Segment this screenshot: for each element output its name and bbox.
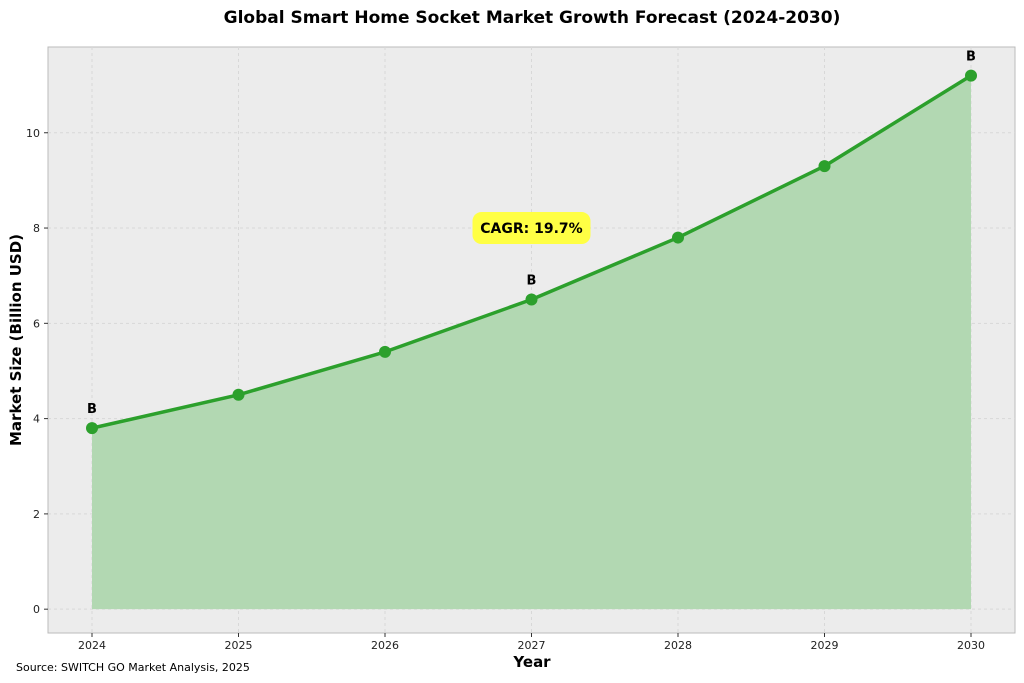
point-label: B	[527, 274, 537, 289]
x-tick-label: 2025	[225, 639, 253, 652]
y-axis-label: Market Size (Billion USD)	[7, 234, 25, 446]
x-tick-label: 2028	[664, 639, 692, 652]
x-tick-label: 2026	[371, 639, 399, 652]
data-point	[965, 69, 977, 82]
data-point	[86, 422, 98, 435]
x-tick-label: 2030	[957, 639, 985, 652]
point-labels: B B B	[87, 50, 976, 418]
y-tick-label: 2	[33, 508, 40, 521]
point-label: B	[87, 402, 97, 417]
y-tick-label: 6	[33, 317, 40, 330]
y-tick-label: 10	[26, 127, 40, 140]
y-tick-label: 8	[33, 222, 40, 235]
data-point	[672, 231, 684, 244]
data-point	[818, 160, 831, 173]
x-tick-label: 2027	[518, 639, 546, 652]
cagr-text: CAGR: 19.7%	[480, 221, 582, 237]
data-point	[525, 293, 538, 306]
data-point	[232, 388, 245, 401]
x-tick-label: 2024	[78, 639, 106, 652]
point-label: B	[966, 50, 976, 65]
y-axis-ticks: 0 2 4 6 8 10	[26, 127, 48, 616]
chart-title: Global Smart Home Socket Market Growth F…	[224, 8, 841, 28]
area-fill	[92, 75, 971, 610]
data-points	[86, 69, 977, 435]
x-axis-label: Year	[512, 653, 551, 671]
source-note: Source: SWITCH GO Market Analysis, 2025	[16, 661, 250, 674]
x-axis-ticks: 2024 2025 2026 2027 2028 2029 2030	[78, 633, 985, 652]
cagr-annotation: CAGR: 19.7%	[472, 212, 591, 245]
x-tick-label: 2029	[811, 639, 839, 652]
y-tick-label: 0	[33, 603, 40, 616]
y-tick-label: 4	[33, 413, 40, 426]
data-point	[379, 345, 391, 358]
cagr-badge	[472, 212, 591, 245]
